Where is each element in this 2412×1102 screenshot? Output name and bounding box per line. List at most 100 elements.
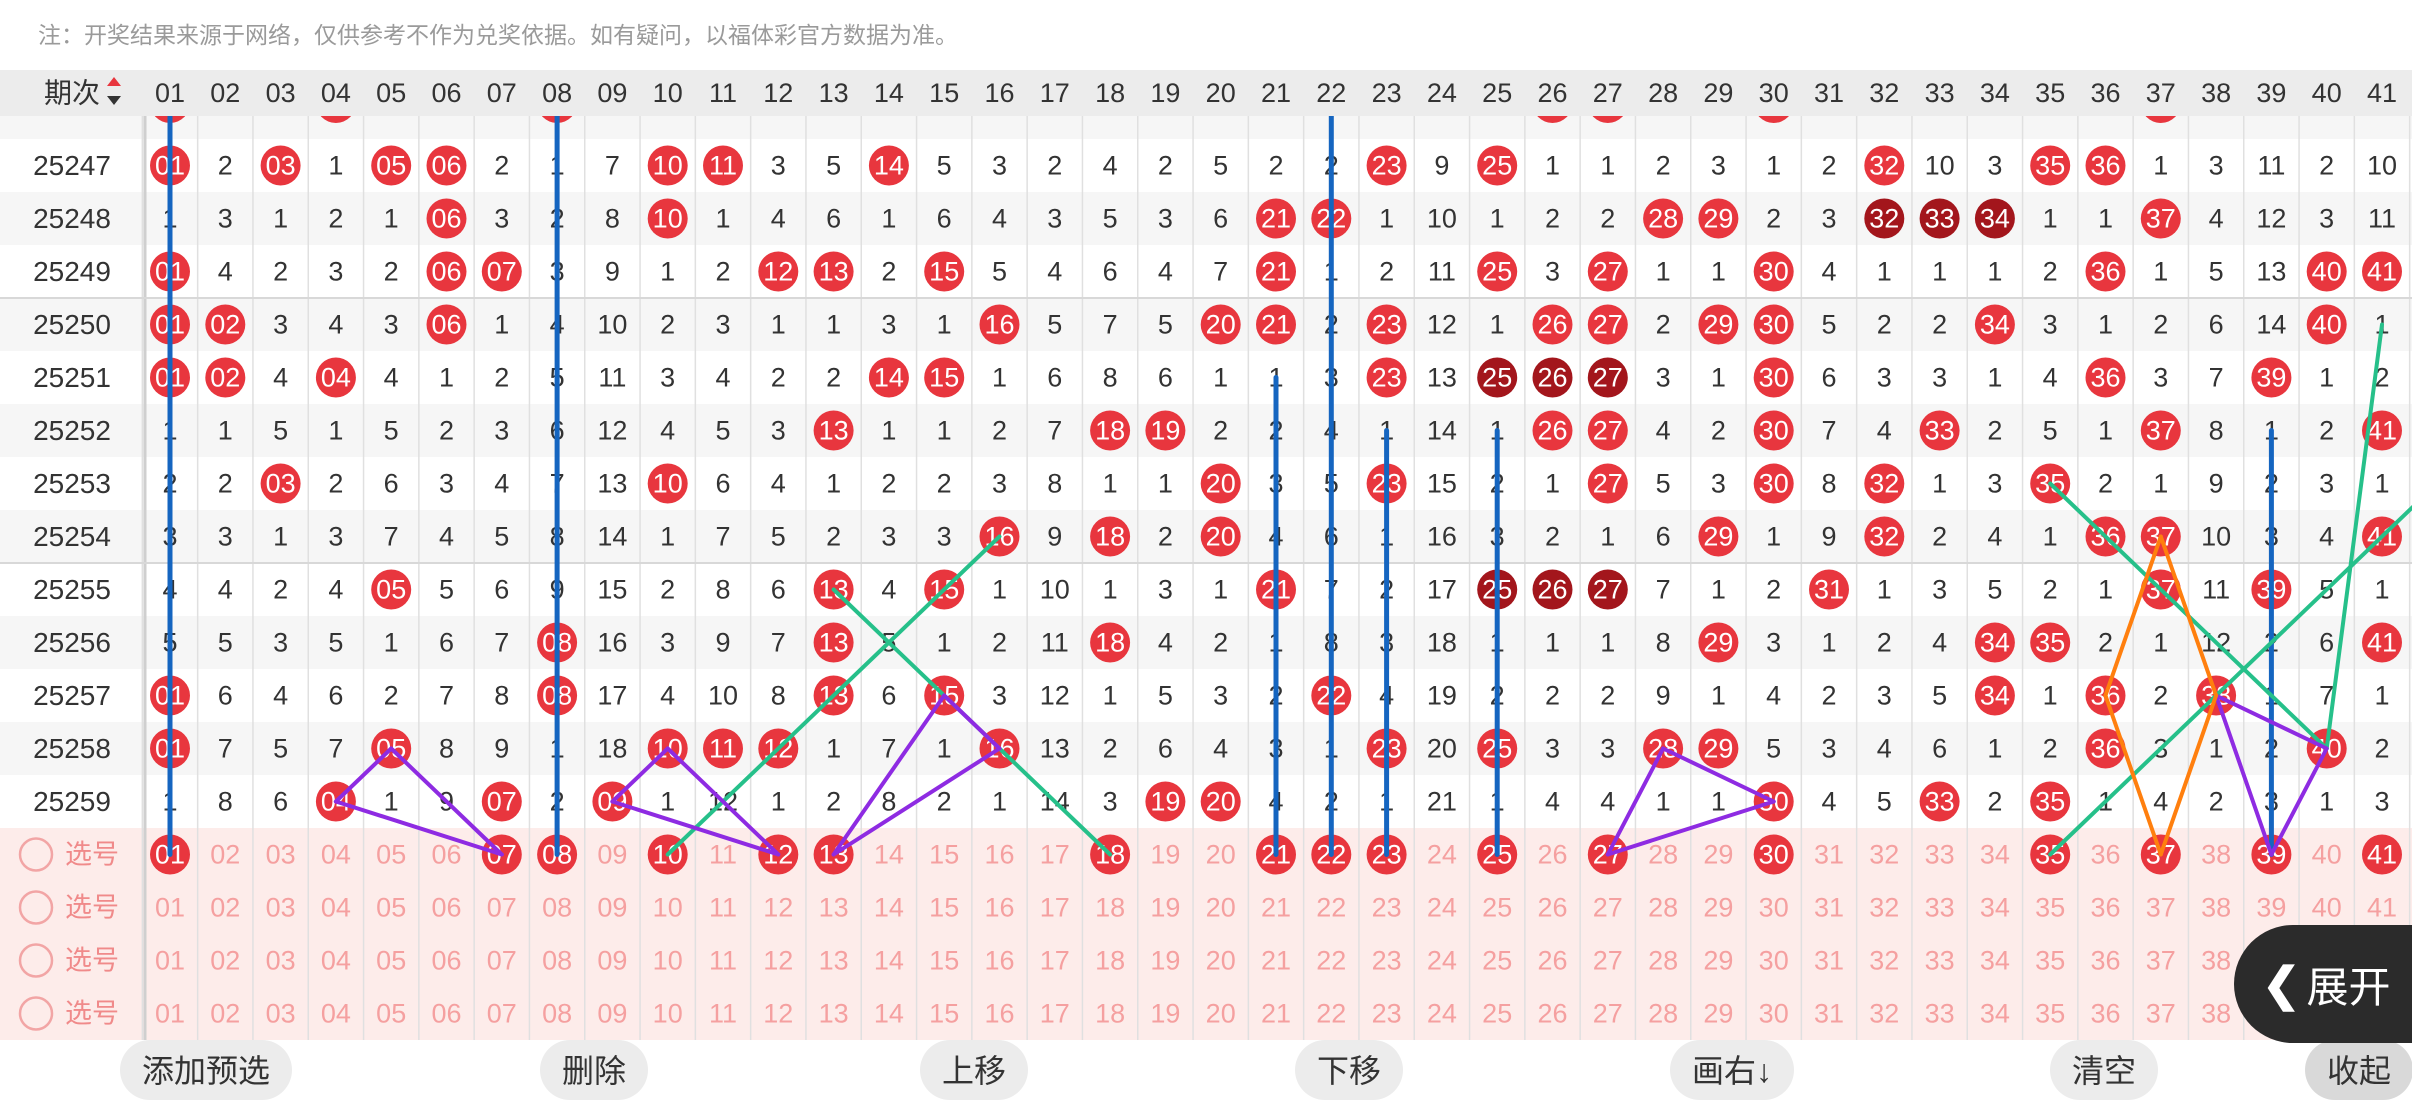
select-number[interactable]: 11 bbox=[709, 946, 737, 976]
select-number[interactable]: 18 bbox=[1095, 999, 1125, 1029]
select-number[interactable]: 19 bbox=[1150, 840, 1180, 870]
expand-button[interactable]: ❮ 展开 bbox=[2234, 925, 2412, 1043]
header-number[interactable]: 21 bbox=[1261, 78, 1291, 108]
header-number[interactable]: 13 bbox=[819, 78, 849, 108]
select-number[interactable]: 34 bbox=[1980, 893, 2010, 923]
move-down-button[interactable]: 下移 bbox=[1295, 1040, 1404, 1100]
header-number[interactable]: 23 bbox=[1372, 78, 1402, 108]
clear-button[interactable]: 清空 bbox=[2050, 1040, 2159, 1100]
select-number[interactable]: 24 bbox=[1427, 999, 1457, 1029]
select-number[interactable]: 26 bbox=[1537, 946, 1567, 976]
select-number[interactable]: 26 bbox=[1537, 999, 1567, 1029]
select-label[interactable]: 选号 bbox=[65, 999, 119, 1029]
header-number[interactable]: 06 bbox=[431, 78, 461, 108]
select-number[interactable]: 34 bbox=[1980, 999, 2010, 1029]
shift-right-button[interactable]: 画右↓ bbox=[1670, 1040, 1795, 1100]
select-number[interactable]: 08 bbox=[542, 999, 572, 1029]
select-number[interactable]: 19 bbox=[1150, 893, 1180, 923]
select-number[interactable]: 11 bbox=[709, 893, 737, 923]
select-number[interactable]: 03 bbox=[266, 840, 296, 870]
select-number[interactable]: 03 bbox=[266, 999, 296, 1029]
select-radio[interactable] bbox=[18, 943, 54, 978]
select-number[interactable]: 25 bbox=[1482, 946, 1512, 976]
select-number[interactable]: 34 bbox=[1980, 946, 2010, 976]
header-number[interactable]: 35 bbox=[2035, 78, 2065, 108]
select-number[interactable]: 27 bbox=[1593, 946, 1623, 976]
sort-down-icon[interactable] bbox=[107, 96, 121, 105]
header-number[interactable]: 12 bbox=[763, 78, 793, 108]
header-number[interactable]: 34 bbox=[1980, 78, 2010, 108]
select-number[interactable]: 16 bbox=[984, 946, 1014, 976]
select-number[interactable]: 22 bbox=[1316, 999, 1346, 1029]
select-number[interactable]: 32 bbox=[1869, 840, 1899, 870]
select-number[interactable]: 12 bbox=[763, 999, 793, 1029]
select-number[interactable]: 37 bbox=[2146, 946, 2176, 976]
select-number[interactable]: 37 bbox=[2146, 893, 2176, 923]
select-number[interactable]: 21 bbox=[1261, 893, 1291, 923]
sort-up-icon[interactable] bbox=[107, 77, 121, 86]
select-number[interactable]: 04 bbox=[321, 946, 351, 976]
header-number[interactable]: 15 bbox=[929, 78, 959, 108]
selected-ball[interactable] bbox=[2362, 834, 2402, 875]
header-number[interactable]: 11 bbox=[709, 78, 737, 108]
header-number[interactable]: 04 bbox=[321, 78, 351, 108]
select-number[interactable]: 30 bbox=[1759, 946, 1789, 976]
select-label[interactable]: 选号 bbox=[65, 840, 119, 870]
header-number[interactable]: 41 bbox=[2367, 78, 2397, 108]
select-number[interactable]: 18 bbox=[1095, 946, 1125, 976]
select-number[interactable]: 22 bbox=[1316, 893, 1346, 923]
select-number[interactable]: 32 bbox=[1869, 999, 1899, 1029]
select-number[interactable]: 09 bbox=[597, 893, 627, 923]
select-number[interactable]: 38 bbox=[2201, 999, 2231, 1029]
select-label[interactable]: 选号 bbox=[65, 946, 119, 976]
select-number[interactable]: 38 bbox=[2201, 946, 2231, 976]
select-number[interactable]: 29 bbox=[1703, 946, 1733, 976]
select-number[interactable]: 24 bbox=[1427, 946, 1457, 976]
select-number[interactable]: 15 bbox=[929, 999, 959, 1029]
select-number[interactable]: 33 bbox=[1925, 840, 1955, 870]
select-number[interactable]: 06 bbox=[431, 999, 461, 1029]
select-number[interactable]: 33 bbox=[1925, 946, 1955, 976]
selected-ball[interactable] bbox=[1753, 834, 1794, 875]
header-number[interactable]: 20 bbox=[1206, 78, 1236, 108]
header-number[interactable]: 14 bbox=[874, 78, 904, 108]
select-number[interactable]: 03 bbox=[266, 893, 296, 923]
select-number[interactable]: 28 bbox=[1648, 946, 1678, 976]
select-number[interactable]: 31 bbox=[1814, 893, 1844, 923]
header-number[interactable]: 38 bbox=[2201, 78, 2231, 108]
select-number[interactable]: 17 bbox=[1040, 999, 1070, 1029]
select-number[interactable]: 02 bbox=[210, 946, 240, 976]
select-number[interactable]: 18 bbox=[1095, 893, 1125, 923]
select-number[interactable]: 02 bbox=[210, 893, 240, 923]
select-number[interactable]: 27 bbox=[1593, 999, 1623, 1029]
select-number[interactable]: 25 bbox=[1482, 999, 1512, 1029]
select-number[interactable]: 17 bbox=[1040, 893, 1070, 923]
select-number[interactable]: 04 bbox=[321, 893, 351, 923]
header-number[interactable]: 02 bbox=[210, 78, 240, 108]
select-number[interactable]: 21 bbox=[1261, 946, 1291, 976]
select-number[interactable]: 08 bbox=[542, 946, 572, 976]
select-number[interactable]: 33 bbox=[1925, 999, 1955, 1029]
select-number[interactable]: 12 bbox=[763, 893, 793, 923]
select-number[interactable]: 14 bbox=[874, 999, 904, 1029]
select-number[interactable]: 10 bbox=[653, 893, 683, 923]
select-number[interactable]: 17 bbox=[1040, 840, 1070, 870]
select-number[interactable]: 24 bbox=[1427, 893, 1457, 923]
select-number[interactable]: 29 bbox=[1703, 999, 1733, 1029]
move-up-button[interactable]: 上移 bbox=[920, 1040, 1029, 1100]
select-number[interactable]: 39 bbox=[2256, 893, 2286, 923]
header-number[interactable]: 18 bbox=[1095, 78, 1125, 108]
select-radio[interactable] bbox=[18, 890, 54, 925]
header-number[interactable]: 36 bbox=[2090, 78, 2120, 108]
select-number[interactable]: 15 bbox=[929, 893, 959, 923]
select-number[interactable]: 40 bbox=[2312, 840, 2342, 870]
header-number[interactable]: 28 bbox=[1648, 78, 1678, 108]
header-number[interactable]: 30 bbox=[1759, 78, 1789, 108]
select-number[interactable]: 13 bbox=[819, 893, 849, 923]
select-number[interactable]: 25 bbox=[1482, 893, 1512, 923]
header-number[interactable]: 07 bbox=[487, 78, 517, 108]
select-number[interactable]: 35 bbox=[2035, 999, 2065, 1029]
header-number[interactable]: 37 bbox=[2146, 78, 2176, 108]
select-number[interactable]: 31 bbox=[1814, 999, 1844, 1029]
header-number[interactable]: 05 bbox=[376, 78, 406, 108]
